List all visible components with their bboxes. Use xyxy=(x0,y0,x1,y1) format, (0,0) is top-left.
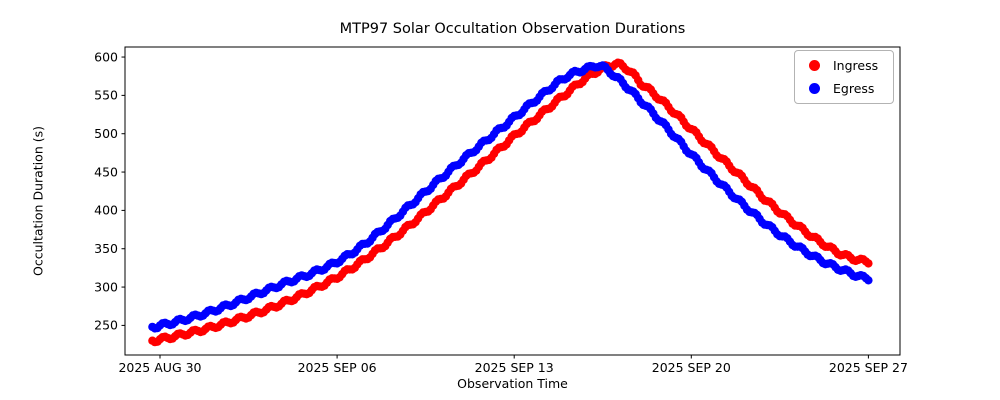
y-tick-label: 250 xyxy=(94,318,118,333)
y-axis-label: Occultation Duration (s) xyxy=(30,126,46,276)
plot-border xyxy=(124,46,901,356)
y-tick-label: 300 xyxy=(94,279,118,294)
x-tick-label: 2025 SEP 06 xyxy=(298,360,377,375)
y-tick-label: 350 xyxy=(94,241,118,256)
y-tick-label: 450 xyxy=(94,164,118,179)
egress-marker-icon xyxy=(809,83,820,94)
data-point xyxy=(864,276,873,285)
y-tick-label: 600 xyxy=(94,49,118,64)
ingress-series xyxy=(148,58,873,347)
egress-series xyxy=(148,61,873,333)
x-tick-label: 2025 SEP 13 xyxy=(475,360,554,375)
y-tick-label: 550 xyxy=(94,88,118,103)
chart-title: MTP97 Solar Occultation Observation Dura… xyxy=(339,21,686,37)
x-axis-label: Observation Time xyxy=(457,376,568,391)
y-tick-label: 400 xyxy=(94,203,118,218)
axis-ticks: 2025 AUG 30 2025 SEP 06 2025 SEP 13 2025 SE… xyxy=(94,49,908,375)
data-point xyxy=(864,259,873,268)
y-tick-label: 500 xyxy=(94,126,118,141)
x-tick-label: 2025 SEP 20 xyxy=(652,360,731,375)
legend-label-ingress: Ingress xyxy=(833,58,879,73)
legend-label-egress: Egress xyxy=(833,81,875,96)
legend-entry-egress: Egress xyxy=(795,77,893,100)
x-tick-label: 2025 AUG 30 xyxy=(118,360,201,375)
ingress-marker-icon xyxy=(809,60,820,71)
x-tick-label: 2025 SEP 27 xyxy=(829,360,908,375)
legend: Ingress Egress xyxy=(794,50,894,104)
legend-entry-ingress: Ingress xyxy=(795,54,893,77)
